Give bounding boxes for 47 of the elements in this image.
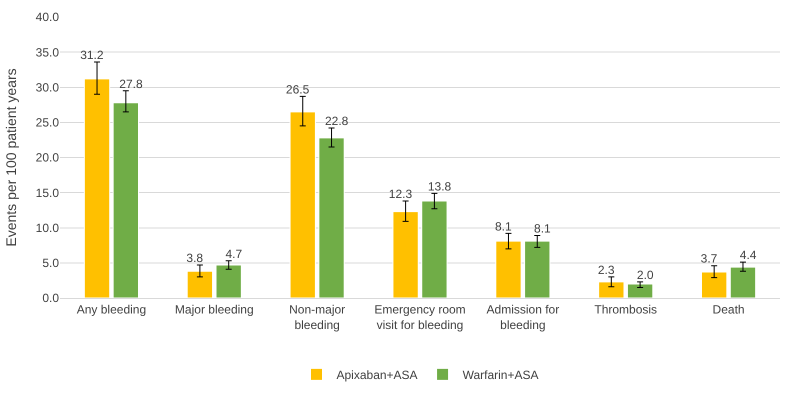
y-tick-label: 35.0	[36, 45, 60, 60]
legend-label: Warfarin+ASA	[462, 368, 538, 382]
x-tick-label: Admission for bleeding	[486, 302, 560, 332]
x-tick-label: Emergency room visit for bleeding	[374, 302, 466, 332]
y-tick-label: 0.0	[42, 291, 60, 306]
y-tick-label: 15.0	[36, 186, 60, 200]
bar	[392, 211, 419, 298]
data-label: 12.3	[388, 187, 412, 202]
data-label: 31.2	[80, 48, 104, 62]
data-label: 2.0	[636, 268, 654, 282]
y-tick-label: 20.0	[36, 150, 60, 165]
data-label: 13.8	[428, 179, 452, 194]
bar	[495, 240, 522, 298]
data-label: 8.1	[494, 219, 512, 234]
data-label: 22.8	[325, 114, 349, 128]
bar	[290, 111, 316, 298]
bar	[598, 281, 624, 298]
data-label: 26.5	[286, 82, 310, 96]
bar	[524, 240, 550, 298]
bar	[730, 266, 756, 298]
bar	[626, 283, 654, 298]
data-label: 27.8	[119, 76, 143, 91]
data-label: 3.7	[700, 252, 718, 266]
x-tick-label: Thrombosis	[594, 302, 658, 316]
bar	[84, 78, 110, 298]
bar	[216, 264, 242, 298]
y-tick-label: 25.0	[36, 116, 60, 130]
bar	[318, 137, 345, 298]
legend-label: Apixaban+ASA	[336, 368, 418, 382]
y-tick-label: 30.0	[36, 80, 60, 94]
bar	[112, 102, 139, 298]
bar	[186, 270, 214, 298]
x-tick-label: Non-major bleeding	[289, 302, 346, 332]
data-label: 2.3	[598, 262, 615, 277]
x-tick-label: Major bleeding	[174, 302, 254, 316]
data-label: 4.4	[740, 248, 757, 262]
data-label: 3.8	[186, 250, 204, 265]
y-tick-label: 40.0	[36, 10, 60, 24]
y-tick-label: 5.0	[42, 256, 60, 270]
y-tick-label: 10.0	[36, 220, 60, 235]
x-tick-label: Any bleeding	[76, 302, 146, 316]
bar	[701, 272, 728, 298]
y-axis-title: Events per 100 patient years	[3, 68, 20, 247]
data-label: 8.1	[534, 221, 552, 236]
data-label: 4.7	[225, 246, 242, 261]
bar	[421, 200, 448, 298]
x-tick-label: Death	[712, 302, 745, 316]
